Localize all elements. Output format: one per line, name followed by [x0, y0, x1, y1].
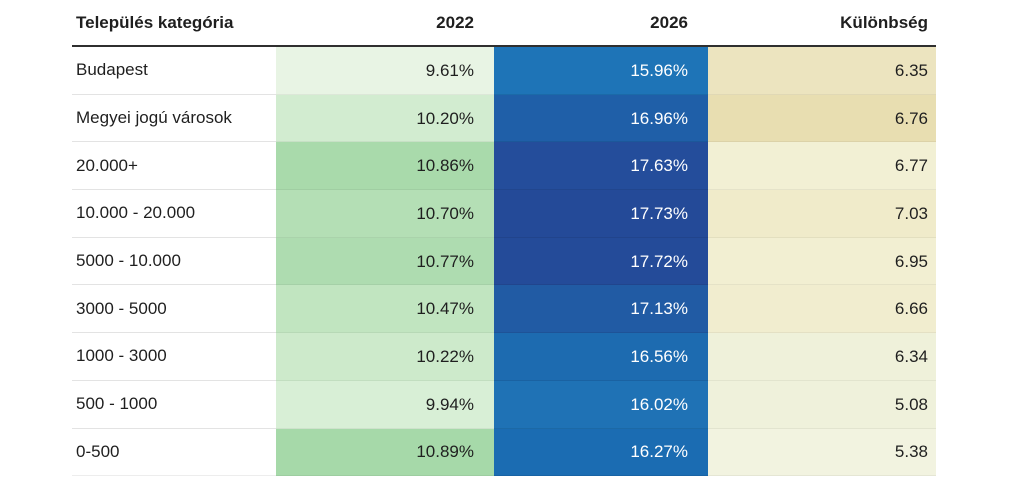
value-2022-cell: 10.77% — [276, 237, 494, 286]
settlement-category-table: Település kategória 2022 2026 Különbség … — [72, 0, 936, 477]
difference-cell: 6.77 — [708, 142, 936, 191]
table-row: Budapest 9.61% 15.96% 6.35 — [72, 47, 936, 95]
value-2026-cell: 15.96% — [494, 47, 708, 95]
table-row: 20.000+ 10.86% 17.63% 6.77 — [72, 142, 936, 191]
difference-cell: 5.08 — [708, 380, 936, 429]
difference-cell: 6.76 — [708, 94, 936, 143]
value-2026-cell: 17.72% — [494, 237, 708, 286]
value-2022-cell: 10.86% — [276, 142, 494, 191]
value-2026-cell: 16.02% — [494, 380, 708, 429]
value-2022-cell: 9.94% — [276, 380, 494, 429]
difference-cell: 7.03 — [708, 190, 936, 238]
category-cell: Budapest — [72, 47, 276, 95]
value-2022-cell: 9.61% — [276, 47, 494, 95]
value-2026-cell: 17.63% — [494, 142, 708, 191]
table-row: 0-500 10.89% 16.27% 5.38 — [72, 428, 936, 477]
value-2026-cell: 16.56% — [494, 333, 708, 381]
category-cell: 20.000+ — [72, 142, 276, 191]
value-2026-cell: 17.73% — [494, 190, 708, 238]
value-2022-cell: 10.22% — [276, 333, 494, 381]
value-2026-cell: 17.13% — [494, 285, 708, 334]
difference-cell: 6.66 — [708, 285, 936, 334]
table-row: 5000 - 10.000 10.77% 17.72% 6.95 — [72, 237, 936, 286]
table-row: 1000 - 3000 10.22% 16.56% 6.34 — [72, 333, 936, 381]
column-header-2022: 2022 — [436, 13, 474, 32]
table-row: 3000 - 5000 10.47% 17.13% 6.66 — [72, 285, 936, 334]
difference-cell: 6.34 — [708, 333, 936, 381]
category-cell: 500 - 1000 — [72, 380, 276, 429]
column-header-category: Település kategória — [76, 13, 234, 32]
table-row: 10.000 - 20.000 10.70% 17.73% 7.03 — [72, 190, 936, 238]
table-row: 500 - 1000 9.94% 16.02% 5.08 — [72, 380, 936, 429]
value-2022-cell: 10.20% — [276, 94, 494, 143]
column-header-2026: 2026 — [650, 13, 688, 32]
category-cell: Megyei jogú városok — [72, 94, 276, 143]
difference-cell: 6.95 — [708, 237, 936, 286]
value-2022-cell: 10.89% — [276, 428, 494, 477]
category-cell: 5000 - 10.000 — [72, 237, 276, 286]
value-2026-cell: 16.96% — [494, 94, 708, 143]
category-cell: 3000 - 5000 — [72, 285, 276, 334]
difference-cell: 5.38 — [708, 428, 936, 477]
category-cell: 10.000 - 20.000 — [72, 190, 276, 238]
value-2022-cell: 10.47% — [276, 285, 494, 334]
table-header-row: Település kategória 2022 2026 Különbség — [72, 0, 936, 47]
table-row: Megyei jogú városok 10.20% 16.96% 6.76 — [72, 94, 936, 143]
column-header-difference: Különbség — [840, 13, 928, 32]
category-cell: 1000 - 3000 — [72, 333, 276, 381]
value-2022-cell: 10.70% — [276, 190, 494, 238]
value-2026-cell: 16.27% — [494, 428, 708, 477]
difference-cell: 6.35 — [708, 47, 936, 95]
category-cell: 0-500 — [72, 428, 276, 477]
table-body: Budapest 9.61% 15.96% 6.35 Megyei jogú város… — [72, 47, 936, 477]
